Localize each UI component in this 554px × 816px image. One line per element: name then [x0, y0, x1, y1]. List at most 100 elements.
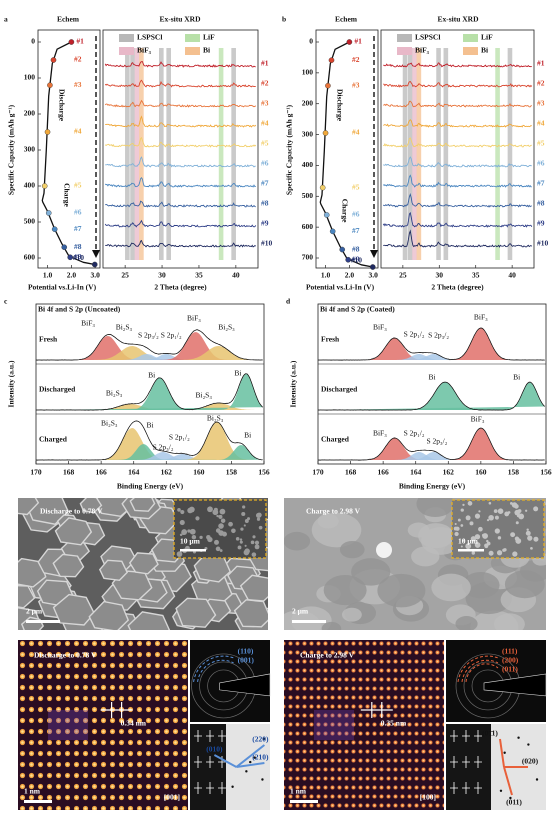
axis-label: 2 Theta (degree) [431, 283, 484, 292]
fft-spot [503, 751, 506, 754]
panel-letter: f [272, 501, 275, 510]
state-label: #6 [537, 159, 545, 168]
scale-bar [26, 620, 60, 623]
x-tick-label: 164 [128, 468, 140, 477]
axis-label: Intensity (a.u.) [7, 360, 16, 407]
fft-label: (210) [252, 753, 269, 762]
particle [376, 542, 392, 558]
y-tick-label: 200 [24, 109, 36, 118]
title: Echem [57, 15, 80, 24]
row-label: Charged [321, 435, 350, 444]
title: Ex-situ XRD [437, 15, 479, 24]
fft-spot [218, 756, 226, 768]
axes-frame [35, 303, 265, 465]
inset-grain [478, 526, 483, 532]
state-label: #1 [537, 59, 545, 68]
legend-swatch [397, 47, 412, 55]
caption: Discharge to 0.78 V [40, 507, 103, 516]
reference-band [166, 48, 171, 260]
xrd-pattern [383, 229, 533, 248]
legend-label: BiF₃ [415, 46, 430, 55]
scale-bar [290, 800, 318, 803]
state-point [47, 82, 53, 88]
inset-grain [235, 537, 240, 541]
inset-grain [527, 535, 533, 541]
state-label: #5 [537, 139, 545, 148]
vector-arrow [499, 738, 505, 768]
peak-label: Bi₂S₃ [116, 323, 133, 332]
reference-band [231, 48, 236, 260]
inset-grain [457, 518, 461, 522]
y-tick-label: 500 [24, 217, 36, 226]
surface-patch [351, 558, 391, 586]
state-label: #7 [261, 179, 269, 188]
fit-envelope [36, 420, 263, 461]
legend-swatch [185, 47, 200, 55]
grain [98, 559, 129, 582]
inset-grain [256, 517, 261, 521]
grain [52, 553, 85, 578]
legend-swatch [119, 34, 134, 42]
state-label: #2 [74, 55, 82, 64]
peak-label: S 2p₁/₂ [404, 429, 425, 438]
state-point [44, 129, 51, 135]
inset-grain [460, 508, 464, 512]
panel-title: Bi 4f and S 2p (Uncoated) [38, 305, 121, 314]
caption: Charge to 2.98 V [300, 651, 355, 660]
scale-bar-label: 2 μm [26, 607, 43, 616]
x-tick-label: 40 [232, 271, 240, 280]
inset-grain [514, 536, 520, 541]
legend-label: Bi [203, 46, 210, 55]
x-tick-label: 1.0 [43, 271, 53, 280]
state-label: #5 [261, 139, 269, 148]
vector-arrow [235, 744, 266, 768]
inset-grain [462, 503, 465, 507]
x-tick-label: 158 [226, 468, 238, 477]
state-label: #10 [351, 256, 363, 265]
scale-bar [180, 549, 206, 552]
reference-band [436, 48, 441, 260]
scale-bar-label: 1 nm [290, 787, 307, 796]
echem-curve [41, 41, 95, 266]
inset-grain [243, 549, 250, 556]
x-tick-label: 35 [195, 271, 203, 280]
state-label: #3 [74, 80, 82, 89]
fft-spot [474, 756, 482, 768]
fit-peak [318, 354, 545, 360]
inset-grain [177, 508, 181, 512]
state-point [319, 184, 326, 191]
echem-curve [319, 41, 373, 268]
inset-grain [216, 514, 219, 518]
grain [129, 498, 156, 512]
fft-spot [261, 778, 264, 781]
state-label: #3 [537, 99, 545, 108]
surface-patch [411, 546, 440, 567]
inset-grain [176, 551, 183, 557]
state-label: #9 [74, 252, 82, 261]
fft-dark [446, 724, 491, 810]
x-tick-label: 40 [508, 271, 516, 280]
inset-grain [467, 501, 473, 506]
inset-grain [474, 513, 481, 519]
inset-grain [199, 535, 203, 540]
xrd-pattern [382, 193, 532, 208]
inset-grain [212, 509, 219, 516]
fit-envelope [36, 329, 263, 361]
peak-label: BiF₃ [373, 429, 387, 438]
x-tick-label: 25 [121, 271, 129, 280]
y-tick-label: 300 [302, 129, 314, 138]
fft-spot [194, 730, 202, 742]
peak-label: Bi₂S₃ [195, 391, 212, 400]
inset-grain [218, 530, 224, 536]
fit-envelope [36, 373, 263, 411]
panel-letter: b [282, 15, 286, 24]
ring-label: (011) [502, 665, 518, 674]
fft-spot [535, 778, 539, 781]
fft-spot [206, 782, 214, 794]
fft-spot [262, 737, 265, 741]
fit-peak [36, 378, 263, 410]
arrow-head [92, 250, 100, 258]
axis-label: Specific Capacity (mAh g⁻¹) [7, 104, 16, 195]
inset-grain [207, 506, 213, 513]
spacing-label: 0.34 nm [121, 719, 147, 728]
